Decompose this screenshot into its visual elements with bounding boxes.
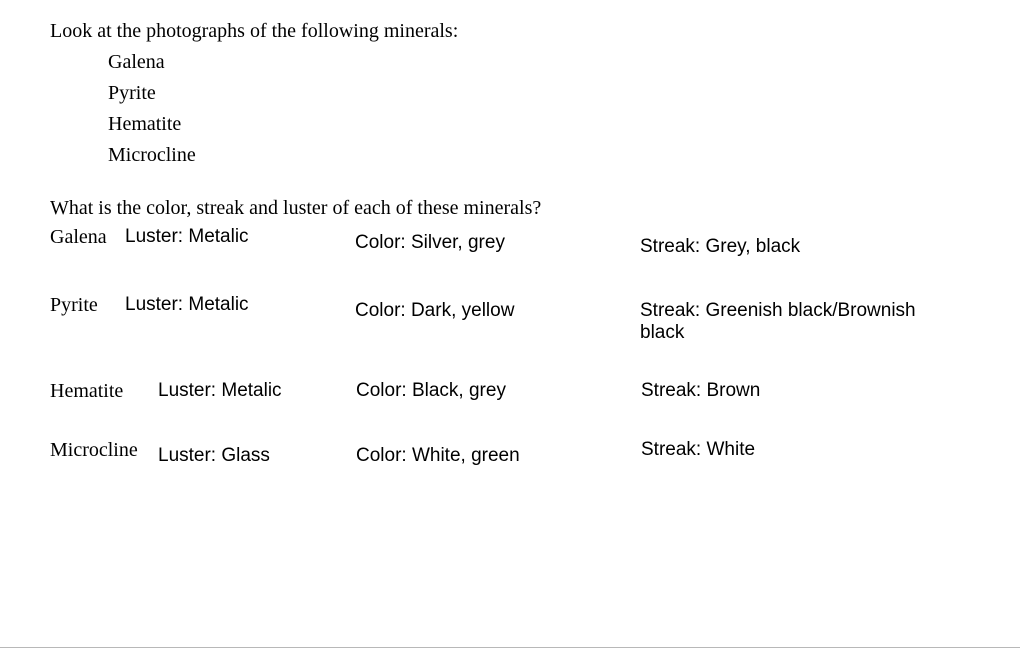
mineral-name: Galena: [50, 226, 125, 249]
bottom-divider: [0, 647, 1020, 648]
answer-row-pyrite: Pyrite Luster: Metalic Color: Dark, yell…: [50, 294, 970, 344]
answer-row-microcline: Microcline Luster: Glass Color: White, g…: [50, 439, 970, 467]
intro-text: Look at the photographs of the following…: [50, 20, 970, 43]
streak-cell: Streak: Brown: [641, 380, 956, 402]
luster-cell: Luster: Metalic: [125, 294, 355, 316]
streak-cell: Streak: Greenish black/Brownish black: [640, 294, 955, 344]
list-item: Hematite: [108, 113, 970, 136]
luster-cell: Luster: Metalic: [158, 380, 356, 402]
color-cell: Color: Silver, grey: [355, 226, 640, 254]
streak-cell: Streak: White: [641, 439, 956, 461]
question-text: What is the color, streak and luster of …: [50, 197, 970, 220]
luster-cell: Luster: Glass: [158, 439, 356, 467]
answer-row-galena: Galena Luster: Metalic Color: Silver, gr…: [50, 226, 970, 258]
luster-cell: Luster: Metalic: [125, 226, 355, 248]
list-item: Microcline: [108, 144, 970, 167]
list-item: Pyrite: [108, 82, 970, 105]
list-item: Galena: [108, 51, 970, 74]
mineral-name: Pyrite: [50, 294, 125, 317]
mineral-name: Hematite: [50, 380, 158, 403]
answer-row-hematite: Hematite Luster: Metalic Color: Black, g…: [50, 380, 970, 403]
mineral-name: Microcline: [50, 439, 158, 462]
color-cell: Color: Dark, yellow: [355, 294, 640, 322]
color-cell: Color: White, green: [356, 439, 641, 467]
color-cell: Color: Black, grey: [356, 380, 641, 402]
streak-cell: Streak: Grey, black: [640, 226, 955, 258]
mineral-list: Galena Pyrite Hematite Microcline: [108, 51, 970, 167]
